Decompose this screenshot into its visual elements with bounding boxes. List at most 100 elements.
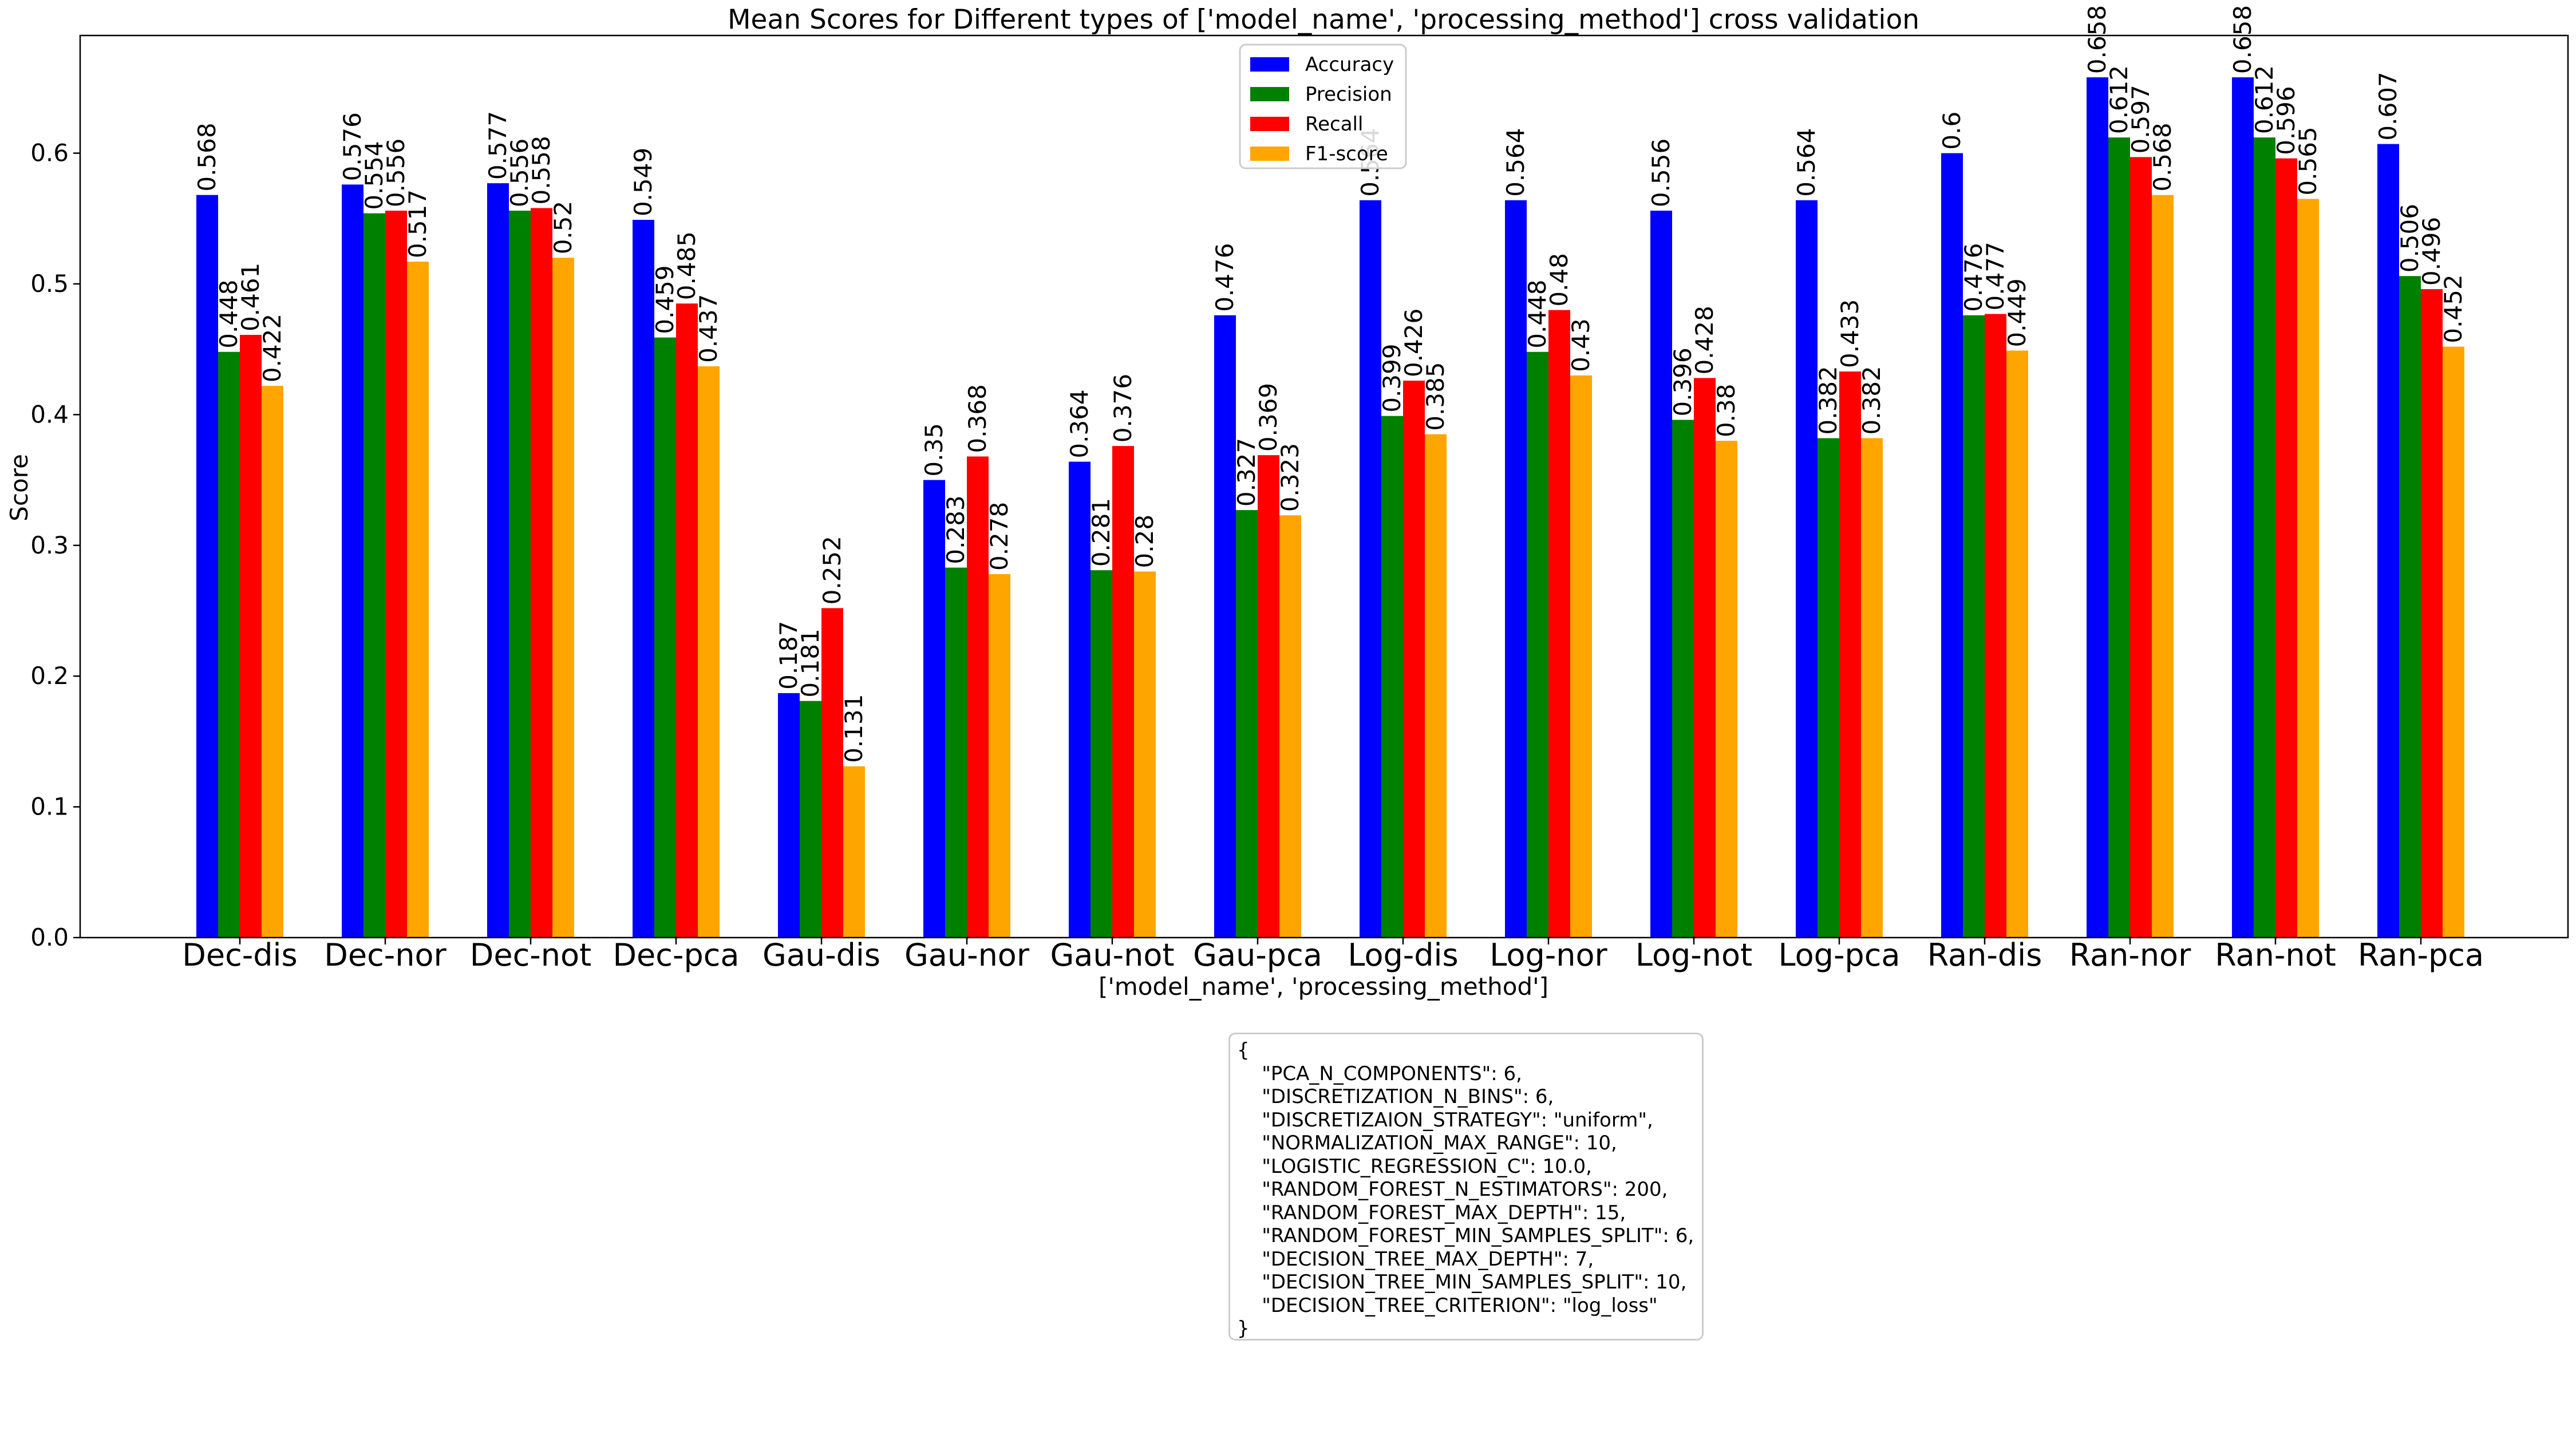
y-tick-label: 0.2 bbox=[30, 662, 69, 690]
bar-value-label: 0.558 bbox=[527, 136, 555, 204]
bar-value-label: 0.517 bbox=[404, 189, 432, 258]
bar-precision-gau-dis bbox=[800, 701, 821, 938]
bar-f1-score-gau-pca bbox=[1279, 515, 1301, 938]
bar-value-label: 0.368 bbox=[963, 384, 991, 453]
bar-f1-score-dec-pca bbox=[698, 366, 720, 938]
bar-recall-ran-pca bbox=[2421, 289, 2443, 938]
legend-label: Accuracy bbox=[1305, 53, 1394, 76]
bar-precision-ran-nor bbox=[2108, 137, 2130, 938]
bar-value-label: 0.556 bbox=[1647, 139, 1675, 207]
legend-label: Precision bbox=[1305, 83, 1392, 106]
bar-value-label: 0.396 bbox=[1669, 347, 1697, 416]
chart-title: Mean Scores for Different types of ['mod… bbox=[728, 4, 1919, 35]
bar-f1-score-ran-pca bbox=[2443, 346, 2464, 938]
y-tick-label: 0.5 bbox=[30, 270, 69, 298]
x-tick-label: Gau-nor bbox=[904, 937, 1030, 973]
bar-precision-log-pca bbox=[1818, 438, 1839, 938]
x-tick-label: Ran-pca bbox=[2358, 937, 2484, 973]
legend-swatch bbox=[1250, 57, 1289, 72]
bar-value-label: 0.35 bbox=[920, 423, 948, 477]
bar-recall-dec-not bbox=[531, 208, 552, 938]
x-tick-label: Log-nor bbox=[1490, 937, 1607, 973]
bar-value-label: 0.38 bbox=[1712, 384, 1740, 438]
bar-precision-dec-nor bbox=[364, 213, 385, 938]
x-tick-label: Dec-not bbox=[470, 937, 591, 973]
bar-precision-gau-pca bbox=[1236, 510, 1258, 938]
bar-value-label: 0.577 bbox=[484, 111, 512, 180]
bar-accuracy-log-dis bbox=[1360, 200, 1381, 938]
x-tick-label: Ran-not bbox=[2215, 937, 2336, 973]
x-tick-label: Gau-pca bbox=[1193, 937, 1322, 973]
bar-accuracy-gau-dis bbox=[778, 693, 800, 938]
axes-layer: Dec-dis Dec-nor Dec-not Dec-pca Gau-dis Gau-n… bbox=[30, 34, 2569, 973]
bar-value-label: 0.382 bbox=[1814, 366, 1842, 434]
bar-accuracy-log-nor bbox=[1505, 200, 1527, 938]
bar-value-label: 0.476 bbox=[1211, 243, 1239, 312]
bar-recall-log-nor bbox=[1548, 310, 1570, 938]
bar-precision-log-dis bbox=[1381, 416, 1403, 938]
bar-value-label: 0.658 bbox=[2083, 5, 2111, 74]
bar-value-label: 0.496 bbox=[2417, 217, 2445, 286]
bar-recall-ran-nor bbox=[2130, 157, 2152, 938]
bar-precision-ran-pca bbox=[2399, 276, 2421, 938]
x-tick-label: Gau-not bbox=[1050, 937, 1174, 973]
bar-value-label: 0.433 bbox=[1836, 299, 1864, 368]
bar-value-label: 0.597 bbox=[2127, 85, 2155, 153]
x-tick-label: Log-not bbox=[1635, 937, 1752, 973]
bar-value-label: 0.52 bbox=[549, 201, 577, 255]
legend-label: Recall bbox=[1305, 113, 1363, 136]
bar-accuracy-gau-nor bbox=[923, 480, 945, 938]
y-tick-label: 0.3 bbox=[30, 531, 69, 559]
x-tick-label: Dec-pca bbox=[613, 937, 739, 973]
legend: Accuracy Precision Recall F1-score bbox=[1239, 44, 1407, 169]
bar-value-label: 0.187 bbox=[775, 621, 803, 690]
y-axis-label: Score bbox=[5, 454, 33, 521]
plot-frame bbox=[79, 34, 2569, 939]
bar-f1-score-log-dis bbox=[1425, 434, 1447, 938]
bar-value-label: 0.506 bbox=[2396, 204, 2424, 272]
bar-precision-ran-dis bbox=[1963, 315, 1985, 938]
bar-value-label: 0.612 bbox=[2250, 65, 2278, 134]
x-axis-label: ['model_name', 'processing_method'] bbox=[1099, 973, 1548, 1001]
bar-recall-gau-nor bbox=[967, 456, 989, 938]
bar-recall-log-not bbox=[1694, 378, 1716, 938]
config-parameters-box: { "PCA_N_COMPONENTS": 6, "DISCRETIZATION… bbox=[1228, 1033, 1704, 1341]
x-tick-label: Log-pca bbox=[1779, 937, 1901, 973]
bar-value-label: 0.428 bbox=[1690, 306, 1718, 374]
bar-value-label: 0.485 bbox=[673, 231, 701, 300]
bar-value-label: 0.452 bbox=[2439, 274, 2467, 343]
bar-f1-score-ran-nor bbox=[2152, 195, 2174, 938]
bar-value-label: 0.461 bbox=[236, 263, 264, 331]
bar-value-label: 0.477 bbox=[1981, 242, 2009, 310]
bar-precision-log-not bbox=[1672, 420, 1694, 938]
bar-recall-gau-not bbox=[1112, 446, 1134, 938]
bar-value-label: 0.476 bbox=[1959, 243, 1988, 312]
bar-recall-log-dis bbox=[1403, 380, 1425, 938]
bar-precision-gau-nor bbox=[945, 567, 967, 938]
bar-value-label: 0.459 bbox=[651, 265, 679, 334]
bar-value-label: 0.48 bbox=[1545, 253, 1573, 307]
bar-precision-gau-not bbox=[1091, 570, 1112, 938]
bar-value-label: 0.281 bbox=[1087, 498, 1115, 567]
legend-label: F1-score bbox=[1305, 143, 1388, 165]
bar-recall-ran-not bbox=[2275, 158, 2297, 938]
bar-accuracy-ran-dis bbox=[1941, 153, 1963, 938]
bar-value-label: 0.323 bbox=[1276, 443, 1304, 512]
bar-recall-gau-pca bbox=[1258, 455, 1279, 938]
x-tick-label: Gau-dis bbox=[762, 937, 880, 973]
bar-value-label: 0.252 bbox=[818, 536, 846, 604]
x-tick-label: Dec-nor bbox=[324, 937, 447, 973]
bar-f1-score-ran-dis bbox=[2006, 350, 2028, 938]
bar-value-label: 0.568 bbox=[2148, 122, 2176, 191]
bar-precision-log-nor bbox=[1527, 351, 1548, 938]
bar-precision-dec-not bbox=[509, 211, 531, 938]
bar-f1-score-ran-not bbox=[2297, 199, 2319, 938]
bar-accuracy-dec-nor bbox=[342, 184, 364, 938]
bar-accuracy-log-not bbox=[1650, 211, 1672, 938]
bar-value-label: 0.364 bbox=[1065, 389, 1093, 458]
bar-value-label: 0.181 bbox=[796, 628, 824, 697]
bar-accuracy-gau-not bbox=[1069, 461, 1091, 938]
bar-value-label: 0.448 bbox=[1523, 279, 1551, 348]
bar-value-label: 0.376 bbox=[1109, 374, 1137, 442]
